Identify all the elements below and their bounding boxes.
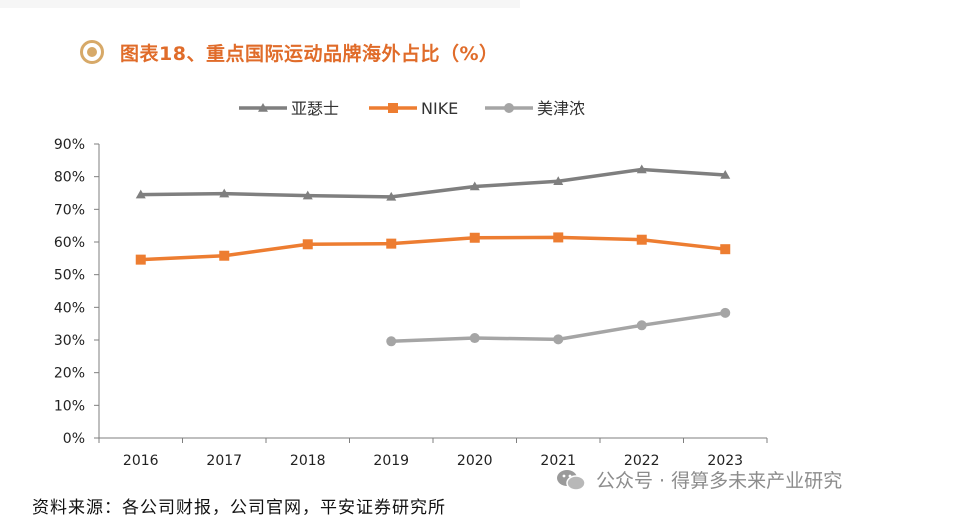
y-tick-label: 10% [54,398,85,414]
x-tick-label: 2016 [123,453,159,469]
y-tick-label: 40% [54,300,85,316]
data-point-0 [135,189,146,199]
wechat-icon [557,469,586,491]
data-point-0 [636,164,647,174]
x-tick-label: 2019 [373,453,409,469]
data-point-1 [469,232,480,243]
series-line-1 [140,235,726,262]
data-point-0 [219,188,230,198]
chart-title-row: 图表18、重点国际运动品牌海外占比（%） [80,34,498,70]
bullet-circle-icon [80,40,104,64]
watermark-text: 公众号 · 得算多未来产业研究 [596,470,843,492]
legend-label-2: 美津浓 [537,99,585,118]
x-tick-label: 2022 [624,453,660,469]
legend-label-1: NIKE [421,99,458,118]
legend-marker-2 [504,103,514,113]
data-point-1 [135,254,146,265]
legend-marker-0 [258,103,268,112]
data-point-1 [636,234,647,245]
data-point-0 [469,181,480,191]
y-tick-label: 20% [54,366,85,382]
x-tick-label: 2018 [290,453,326,469]
data-point-0 [386,191,397,201]
y-tick-label: 80% [54,170,85,186]
x-tick-label: 2017 [206,453,242,469]
legend-label-0: 亚瑟士 [291,99,339,118]
data-point-1 [302,239,313,250]
data-point-2 [469,333,480,344]
y-tick-label: 0% [63,431,85,447]
x-tick-label: 2023 [707,453,743,469]
y-tick-label: 90% [54,137,85,153]
y-tick-label: 70% [54,202,85,218]
data-point-2 [386,336,397,347]
chart-title: 图表18、重点国际运动品牌海外占比（%） [120,42,499,65]
data-point-2 [553,334,564,345]
y-tick-label: 30% [54,333,85,349]
legend-marker-1 [388,103,398,113]
data-point-1 [386,238,397,249]
x-tick-label: 2020 [457,453,493,469]
watermark: 公众号 · 得算多未来产业研究 [556,466,842,493]
y-tick-label: 50% [54,268,85,284]
data-point-2 [636,320,647,331]
data-point-1 [219,250,230,261]
data-point-0 [553,176,564,185]
data-point-1 [720,244,731,255]
source-note: 资料来源：各公司财报，公司官网，平安证券研究所 [32,498,446,518]
data-point-2 [720,307,731,318]
series-line-0 [140,167,726,199]
x-tick-label: 2021 [540,453,576,469]
top-strip [0,0,520,8]
y-tick-label: 60% [54,235,85,251]
data-point-0 [302,190,313,200]
data-point-1 [553,232,564,243]
data-point-0 [720,170,731,179]
